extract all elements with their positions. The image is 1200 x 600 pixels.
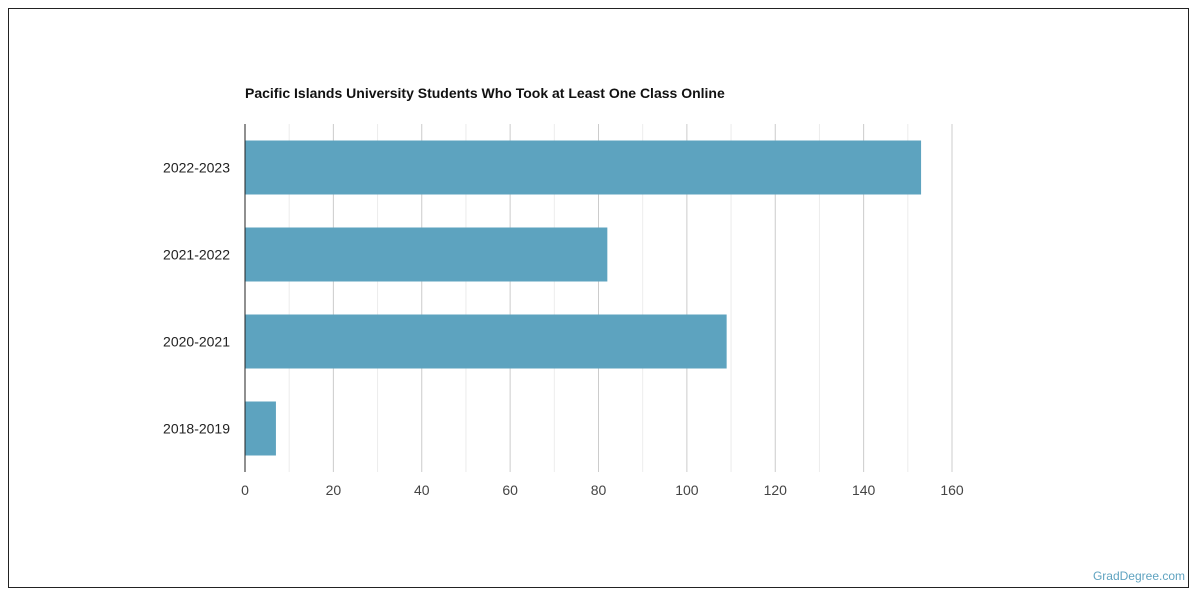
- bar: [245, 227, 608, 282]
- x-tick-label: 100: [675, 482, 699, 498]
- bar: [245, 314, 727, 369]
- y-category-label: 2022-2023: [163, 160, 230, 176]
- x-tick-label: 160: [940, 482, 964, 498]
- x-tick-label: 20: [326, 482, 342, 498]
- x-tick-label: 0: [241, 482, 249, 498]
- bar: [245, 140, 922, 195]
- x-tick-label: 80: [591, 482, 607, 498]
- x-tick-label: 140: [852, 482, 876, 498]
- y-category-label: 2021-2022: [163, 247, 230, 263]
- x-tick-label: 40: [414, 482, 430, 498]
- watermark-link[interactable]: GradDegree.com: [1092, 569, 1185, 583]
- x-tick-label: 120: [764, 482, 788, 498]
- chart-title: Pacific Islands University Students Who …: [245, 85, 725, 101]
- y-category-label: 2020-2021: [163, 334, 230, 350]
- bar: [245, 401, 276, 456]
- bar-layer: [245, 140, 922, 456]
- x-tick-label: 60: [502, 482, 518, 498]
- y-category-label: 2018-2019: [163, 421, 230, 437]
- label-layer: 0 20 40 60 80 100 120 140 160 2022-2023 2021-2022 2…: [163, 160, 964, 499]
